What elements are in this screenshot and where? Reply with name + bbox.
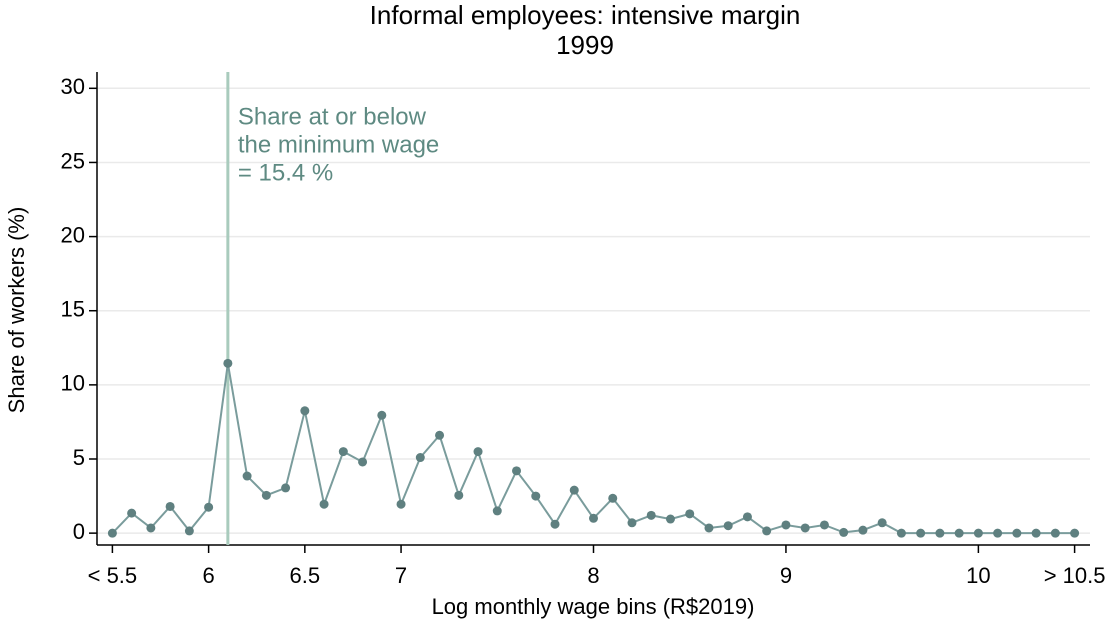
data-point xyxy=(261,490,271,500)
data-point xyxy=(916,528,926,538)
data-point xyxy=(646,510,656,520)
data-point xyxy=(569,485,579,495)
data-point xyxy=(531,491,541,501)
data-point xyxy=(954,528,964,538)
x-tick-label: > 10.5 xyxy=(1044,563,1106,588)
chart-title: Informal employees: intensive margin xyxy=(370,0,801,30)
data-point xyxy=(358,457,368,467)
y-tick-label: 25 xyxy=(61,148,85,173)
x-tick-label: 7 xyxy=(395,563,407,588)
data-point xyxy=(1012,528,1022,538)
data-point xyxy=(454,490,464,500)
y-tick-label: 15 xyxy=(61,297,85,322)
data-point xyxy=(973,528,983,538)
x-tick-label: 6 xyxy=(202,563,214,588)
data-point xyxy=(993,528,1003,538)
data-point xyxy=(512,466,522,476)
data-point xyxy=(165,501,175,511)
data-point xyxy=(242,471,252,481)
annotation: Share at or below xyxy=(238,103,427,130)
y-tick-label: 20 xyxy=(61,222,85,247)
y-tick-label: 30 xyxy=(61,74,85,99)
data-line xyxy=(111,363,1075,535)
data-point xyxy=(415,453,425,463)
data-point xyxy=(127,508,137,518)
data-point xyxy=(473,447,483,457)
data-point xyxy=(223,358,233,368)
data-point xyxy=(858,525,868,535)
data-point xyxy=(107,528,117,538)
data-point xyxy=(742,512,752,522)
data-point xyxy=(1031,528,1041,538)
data-point xyxy=(877,518,887,528)
data-point xyxy=(896,528,906,538)
data-point xyxy=(281,483,291,493)
data-point xyxy=(723,521,733,531)
x-tick-label: 10 xyxy=(966,563,990,588)
data-point xyxy=(300,406,310,416)
data-point xyxy=(608,493,618,503)
annotation: = 15.4 % xyxy=(238,159,333,186)
data-point xyxy=(396,499,406,509)
data-point xyxy=(435,430,445,440)
y-axis-label: Share of workers (%) xyxy=(4,207,29,414)
data-point xyxy=(1070,528,1080,538)
x-tick-label: 9 xyxy=(780,563,792,588)
data-point xyxy=(589,513,598,523)
data-point xyxy=(665,514,675,524)
data-point xyxy=(704,523,714,533)
data-point xyxy=(204,502,214,512)
data-point xyxy=(184,526,194,536)
y-tick-label: 0 xyxy=(73,519,85,544)
data-point xyxy=(762,526,772,536)
data-point xyxy=(1050,528,1060,538)
x-tick-label: 6.5 xyxy=(290,563,321,588)
x-tick-label: < 5.5 xyxy=(88,563,138,588)
data-point xyxy=(550,519,560,529)
y-tick-label: 5 xyxy=(73,445,85,470)
data-point xyxy=(319,499,329,509)
x-axis-label: Log monthly wage bins (R$2019) xyxy=(432,594,755,619)
data-point xyxy=(338,447,348,457)
annotation: the minimum wage xyxy=(238,131,439,158)
data-point xyxy=(627,518,637,528)
data-point xyxy=(146,523,156,533)
chart-subtitle: 1999 xyxy=(556,30,614,60)
data-point xyxy=(685,509,695,519)
data-point xyxy=(839,527,849,537)
data-point xyxy=(800,523,810,533)
data-point xyxy=(492,506,502,516)
data-point xyxy=(935,528,945,538)
x-tick-label: 8 xyxy=(587,563,599,588)
y-tick-label: 10 xyxy=(61,371,85,396)
data-point xyxy=(781,520,791,530)
data-point xyxy=(819,520,829,530)
data-point xyxy=(377,410,387,420)
